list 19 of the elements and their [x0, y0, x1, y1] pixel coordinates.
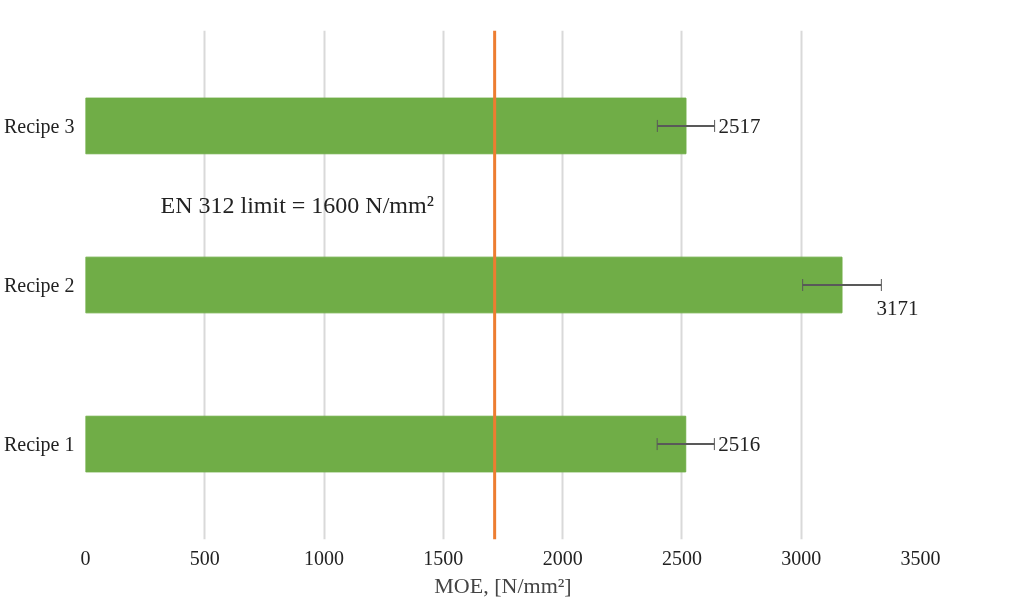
data-label: 2516: [718, 432, 761, 457]
x-tick-label: 3000: [781, 546, 822, 569]
data-label: 2517: [718, 113, 761, 138]
x-tick-label: 3500: [900, 546, 941, 569]
y-tick-label: Recipe 1: [3, 433, 75, 457]
annotation: EN 312 limit = 1600 N/mm²: [160, 192, 434, 219]
x-tick-label: 0: [80, 546, 91, 569]
y-tick-label: Recipe 3: [3, 114, 75, 138]
data-label: 3171: [876, 296, 919, 320]
bar: [85, 97, 687, 155]
bar: [85, 256, 843, 314]
x-tick-label: 1000: [304, 546, 345, 569]
x-tick-label: 2500: [661, 546, 702, 569]
x-tick-label: 500: [189, 546, 220, 569]
y-tick-label: Recipe 2: [3, 274, 75, 297]
x-axis-title: MOE, [N/mm²]: [434, 572, 572, 598]
x-tick-label: 1500: [423, 546, 464, 569]
x-tick-label: 2000: [542, 546, 583, 569]
bar: [85, 415, 687, 473]
